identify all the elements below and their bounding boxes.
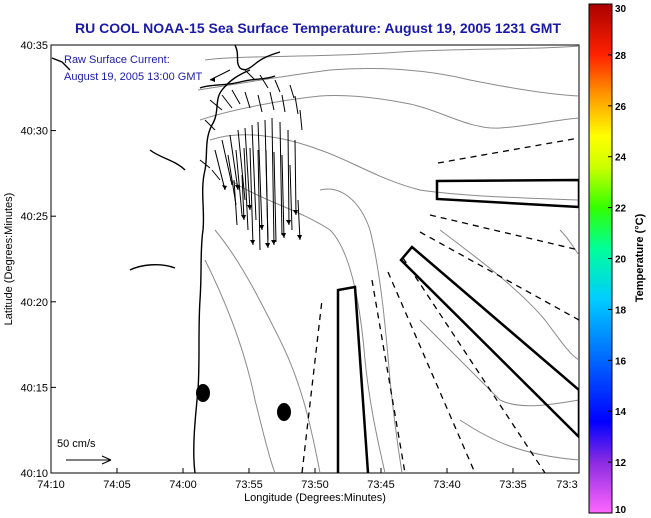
station-markers bbox=[196, 384, 291, 421]
colorbar-tick-label: 20 bbox=[615, 255, 627, 266]
scale-arrow-icon bbox=[66, 455, 112, 465]
x-tick-label: 74:10 bbox=[37, 479, 65, 491]
y-tick-label: 40:30 bbox=[20, 126, 48, 138]
y-tick-label: 40:25 bbox=[20, 211, 48, 223]
x-tick-label: 73:50 bbox=[301, 479, 329, 491]
sector-dashed-lines bbox=[301, 137, 579, 473]
x-axis-label: Longitude (Degrees:Minutes) bbox=[244, 492, 386, 504]
colorbar-tick-label: 28 bbox=[615, 51, 627, 62]
y-axis-ticks: 40:35 40:30 40:25 40:20 40:15 40:10 bbox=[20, 40, 56, 480]
scale-label: 50 cm/s bbox=[57, 438, 96, 450]
x-tick-label: 74:05 bbox=[103, 479, 131, 491]
x-tick-label: 73:3 bbox=[556, 479, 577, 491]
colorbar-tick-label: 12 bbox=[615, 458, 627, 469]
x-tick-label: 73:40 bbox=[433, 479, 461, 491]
y-tick-label: 40:15 bbox=[20, 382, 48, 394]
colorbar-tick-label: 16 bbox=[615, 356, 627, 367]
temperature-colorbar: 30 28 26 24 22 20 18 16 14 12 10 Temperature (°C) bbox=[588, 3, 646, 516]
bathymetry-contours bbox=[197, 45, 579, 473]
y-tick-label: 40:20 bbox=[20, 297, 48, 309]
x-tick-label: 73:45 bbox=[367, 479, 395, 491]
colorbar-tick-label: 24 bbox=[615, 153, 627, 164]
y-tick-label: 40:10 bbox=[20, 468, 48, 480]
station-marker-icon bbox=[277, 403, 291, 421]
annotation-current-time: August 19, 2005 13:00 GMT bbox=[64, 71, 202, 83]
sampling-boxes bbox=[336, 178, 579, 473]
x-tick-label: 73:35 bbox=[499, 479, 527, 491]
figure-title: RU COOL NOAA-15 Sea Surface Temperature:… bbox=[75, 20, 561, 36]
x-tick-label: 74:00 bbox=[169, 479, 197, 491]
colorbar-tick-label: 14 bbox=[615, 407, 627, 418]
colorbar-label: Temperature (°C) bbox=[634, 213, 646, 302]
surface-current-vectors bbox=[199, 69, 303, 251]
x-axis-ticks: 74:10 74:05 74:00 73:55 73:50 73:45 73:40 73:35… bbox=[37, 468, 580, 491]
colorbar-tick-label: 30 bbox=[615, 4, 627, 15]
colorbar-tick-label: 10 bbox=[615, 505, 627, 516]
colorbar-ticks: 30 28 26 24 22 20 18 16 14 12 10 bbox=[608, 3, 627, 516]
x-tick-label: 73:55 bbox=[235, 479, 263, 491]
colorbar-tick-label: 26 bbox=[615, 102, 627, 113]
map-plot-area: Raw Surface Current: August 19, 2005 13:… bbox=[3, 40, 580, 504]
y-axis-label: Latitude (Degrees:Minutes) bbox=[3, 193, 15, 326]
annotation-raw-surface-current: Raw Surface Current: bbox=[64, 54, 170, 66]
y-tick-label: 40:35 bbox=[20, 40, 48, 52]
vector-arrowheads bbox=[210, 77, 302, 248]
station-marker-icon bbox=[196, 384, 210, 402]
colorbar-tick-label: 18 bbox=[615, 305, 627, 316]
colorbar-tick-label: 22 bbox=[615, 204, 627, 215]
